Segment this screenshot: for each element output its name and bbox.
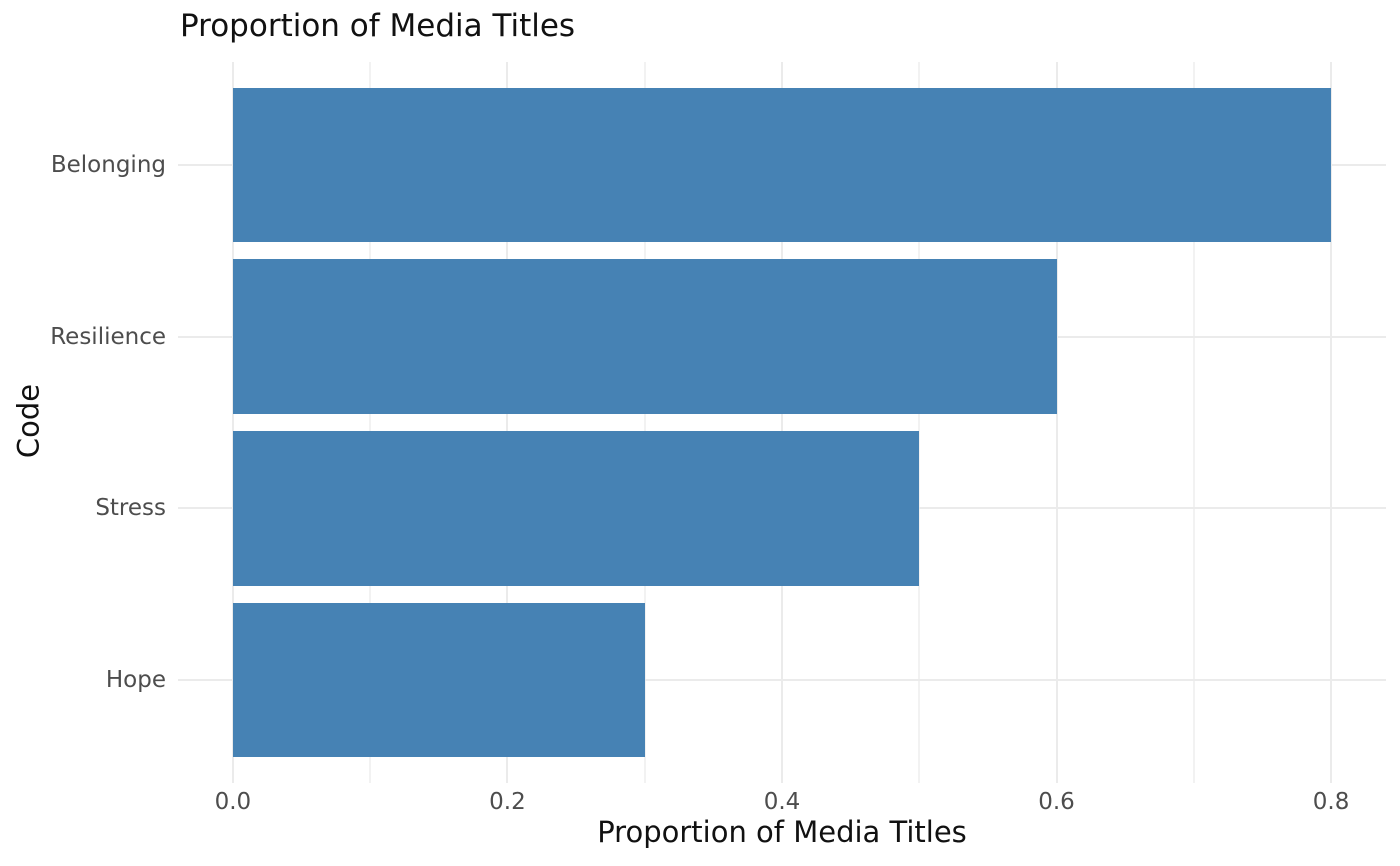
gridline-x-minor bbox=[643, 62, 646, 783]
x-tick-label-0.0: 0.0 bbox=[214, 789, 252, 815]
gridline-x-major bbox=[231, 62, 234, 783]
bar-stress bbox=[232, 431, 920, 586]
x-tick-label-0.4: 0.4 bbox=[763, 789, 801, 815]
bar-belonging bbox=[232, 87, 1332, 243]
gridline-x-minor bbox=[369, 62, 372, 783]
x-axis-title: Proportion of Media Titles bbox=[597, 815, 967, 849]
y-tick-label-belonging: Belonging bbox=[50, 152, 166, 178]
y-tick-label-hope: Hope bbox=[105, 667, 166, 693]
gridline-x-major bbox=[781, 62, 783, 783]
gridline-x-major bbox=[506, 62, 509, 783]
x-tick-label-0.2: 0.2 bbox=[489, 789, 526, 815]
gridline-x-minor bbox=[918, 62, 921, 783]
chart-title: Proportion of Media Titles bbox=[180, 8, 576, 44]
x-tick-label-0.6: 0.6 bbox=[1038, 789, 1075, 815]
bar-resilience bbox=[232, 259, 1057, 414]
y-axis-title: Code bbox=[11, 383, 46, 459]
plot-panel bbox=[178, 62, 1386, 783]
gridline-x-minor bbox=[1192, 62, 1195, 783]
bar-hope bbox=[232, 602, 645, 758]
gridline-x-major bbox=[1055, 62, 1058, 783]
x-tick-label-0.8: 0.8 bbox=[1312, 789, 1350, 815]
gridline-y-major bbox=[178, 679, 1386, 681]
y-tick-label-resilience: Resilience bbox=[50, 323, 166, 350]
gridline-x-major bbox=[1330, 62, 1333, 783]
y-tick-label-stress: Stress bbox=[95, 495, 166, 522]
